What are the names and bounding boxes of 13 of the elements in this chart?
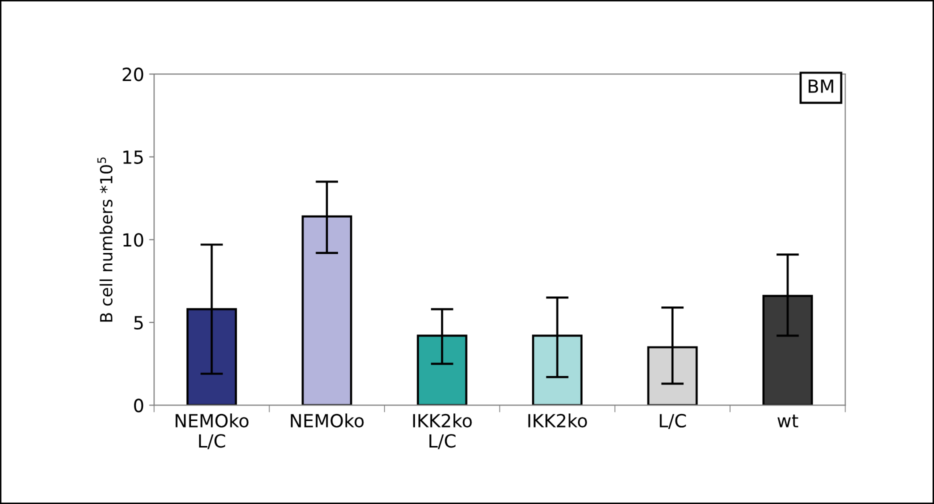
y-tick-label: 5 <box>134 316 143 330</box>
x-tick-label: IKK2ko L/C <box>413 414 472 450</box>
y-axis-title: B cell numbers *10$^{5}$ <box>97 157 113 322</box>
x-tick-label: L/C <box>660 414 686 429</box>
annotation: BM <box>808 80 834 93</box>
x-tick-label: IKK2ko <box>528 414 587 428</box>
y-tick-label: 0 <box>134 398 144 412</box>
y-tick-label: 20 <box>122 68 144 82</box>
y-tick-label: 15 <box>123 150 143 164</box>
y-tick-label: 10 <box>123 233 144 247</box>
x-tick-label: NEMOko <box>290 414 364 428</box>
x-tick-label: wt <box>778 414 798 428</box>
x-tick-label: NEMOko L/C <box>176 414 248 450</box>
